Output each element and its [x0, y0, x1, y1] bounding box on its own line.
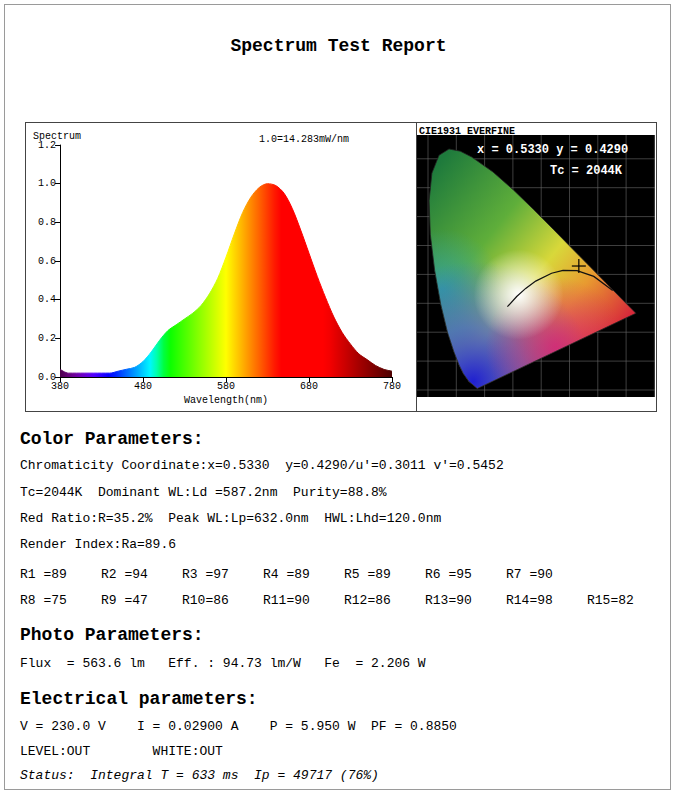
html-text:R15=82: R15=82: [587, 593, 634, 608]
svg-text:0.0: 0.0: [38, 371, 56, 383]
html-text:Flux = 563.6 lm Eff. : 94.73 l: Flux = 563.6 lm Eff. : 94.73 lm/W Fe = 2…: [20, 656, 426, 671]
svg-text:Wavelength(nm): Wavelength(nm): [184, 395, 268, 406]
svg-text:780: 780: [383, 381, 401, 392]
svg-text:0.2: 0.2: [38, 333, 56, 344]
html-text:V = 230.0 V I = 0.02900 A P =: V = 230.0 V I = 0.02900 A P = 5.950 W PF…: [20, 719, 457, 734]
html-text:R7 =90: R7 =90: [506, 567, 553, 582]
svg-text:480: 480: [134, 381, 152, 392]
html-text:Electrical parameters:: Electrical parameters:: [20, 689, 258, 709]
html-text:Red Ratio:R=35.2% Peak WL:Lp=6: Red Ratio:R=35.2% Peak WL:Lp=632.0nm HWL…: [20, 511, 442, 526]
html-text:R2 =94: R2 =94: [101, 567, 148, 582]
html-text:R8 =75: R8 =75: [20, 593, 67, 608]
svg-text:1.2: 1.2: [38, 139, 56, 151]
html-text:Chromaticity Coordinate:x=0.53: Chromaticity Coordinate:x=0.5330 y=0.429…: [20, 458, 504, 473]
svg-text:1.0=14.283mW/nm: 1.0=14.283mW/nm: [259, 134, 349, 145]
html-text:Spectrum Test Report: Spectrum Test Report: [230, 36, 447, 56]
svg-text:0.6: 0.6: [38, 256, 56, 267]
html-text:R13=90: R13=90: [425, 593, 472, 608]
svg-text:x = 0.5330 y = 0.4290: x = 0.5330 y = 0.4290: [477, 143, 628, 157]
html-text:R5 =89: R5 =89: [344, 567, 391, 582]
html-text:R14=98: R14=98: [506, 593, 553, 608]
svg-text:0.8: 0.8: [38, 217, 56, 228]
html-text:R3 =97: R3 =97: [182, 567, 229, 582]
html-text:R4 =89: R4 =89: [263, 567, 310, 582]
html-text:R9 =47: R9 =47: [101, 593, 148, 608]
html-text:R10=86: R10=86: [182, 593, 229, 608]
html-text:Photo Parameters:: Photo Parameters:: [20, 625, 204, 645]
html-text:R6 =95: R6 =95: [425, 567, 472, 582]
svg-text:Spectrum: Spectrum: [33, 131, 81, 142]
html-text:Tc=2044K Dominant WL:Ld =587.2: Tc=2044K Dominant WL:Ld =587.2nm Purity=…: [20, 485, 387, 500]
html-text:LEVEL:OUT WHITE:OUT: LEVEL:OUT WHITE:OUT: [20, 744, 223, 759]
svg-text:Tc = 2044K: Tc = 2044K: [550, 164, 623, 178]
svg-text:580: 580: [217, 381, 235, 392]
html-text:Color Parameters:: Color Parameters:: [20, 429, 204, 449]
html-text:R11=90: R11=90: [263, 593, 310, 608]
svg-text:380: 380: [51, 381, 69, 392]
html-text:Render Index:Ra=89.6: Render Index:Ra=89.6: [20, 537, 176, 552]
svg-text:1.0: 1.0: [38, 178, 56, 189]
svg-text:680: 680: [300, 381, 318, 392]
html-text:Status: Integral T = 633 ms Ip: Status: Integral T = 633 ms Ip = 49717 (…: [20, 768, 379, 783]
html-text:R12=86: R12=86: [344, 593, 391, 608]
svg-text:CIE1931 EVERFINE: CIE1931 EVERFINE: [419, 126, 515, 137]
svg-text:0.4: 0.4: [38, 294, 56, 305]
html-text:R1 =89: R1 =89: [20, 567, 67, 582]
